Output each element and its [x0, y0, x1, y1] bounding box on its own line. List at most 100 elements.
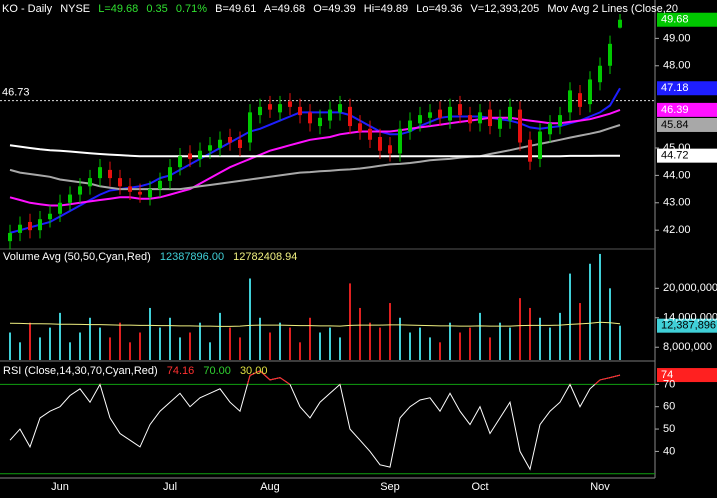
- candle-body: [588, 79, 592, 105]
- high: Hi=49.89: [364, 3, 408, 15]
- volume-bar: [119, 322, 121, 360]
- candle-body: [308, 112, 312, 124]
- header: KO - Daily NYSE L=49.68 0.35 0.71% B=49.…: [2, 3, 678, 15]
- candle-body: [118, 178, 122, 187]
- candle-body: [408, 120, 412, 132]
- candle-body: [128, 186, 132, 192]
- candle-body: [208, 145, 212, 151]
- candle-body: [88, 178, 92, 187]
- volume-bar: [49, 327, 51, 360]
- volume-bar: [329, 327, 331, 360]
- value-box-label: 47.18: [661, 82, 689, 94]
- candle-body: [418, 115, 422, 124]
- candle-body: [558, 115, 562, 127]
- candle-body: [48, 213, 52, 220]
- rsi-title: RSI (Close,14,30,70,Cyan,Red): [3, 365, 158, 377]
- volume-legend: Volume Avg (50,50,Cyan,Red) 12387896.00 …: [3, 251, 297, 263]
- value-box: [657, 368, 717, 383]
- volume-bar: [469, 327, 471, 360]
- rsi-line: [9, 370, 621, 471]
- candle-body: [278, 104, 282, 113]
- volume-bar: [379, 327, 381, 360]
- volume-bar: [99, 327, 101, 360]
- volume-bar: [79, 332, 81, 360]
- y-tick-label: 43.00: [663, 197, 691, 209]
- value-box: [657, 117, 717, 132]
- x-tick-label: Sep: [380, 481, 400, 493]
- candle-body: [538, 131, 542, 159]
- candle-body: [58, 202, 62, 214]
- volume-bar: [599, 253, 601, 360]
- candle-body: [358, 123, 362, 132]
- volume-bar: [289, 327, 291, 360]
- volume-bar: [449, 322, 451, 360]
- candle-body: [108, 169, 112, 179]
- candle-body: [378, 137, 382, 151]
- reference-label: 46.73: [2, 86, 30, 98]
- volume-bar: [189, 332, 191, 360]
- volume-bar: [279, 322, 281, 360]
- x-tick-label: Aug: [260, 481, 280, 493]
- volume-bar: [179, 337, 181, 360]
- candle-body: [398, 128, 402, 154]
- rsi-upper: 70.00: [203, 365, 231, 377]
- volume-bar: [569, 273, 571, 360]
- volume-bar: [319, 332, 321, 360]
- volume-bar: [139, 332, 141, 360]
- volume-bar: [439, 342, 441, 360]
- volume-bar: [149, 307, 151, 360]
- volume-bar: [429, 337, 431, 360]
- candle-body: [218, 139, 222, 148]
- candle-body: [198, 150, 202, 159]
- volume-value: 12387896.00: [160, 251, 224, 263]
- candle-body: [178, 156, 182, 168]
- volume-bar: [459, 332, 461, 360]
- candle-body: [508, 106, 512, 121]
- volume-bar: [419, 327, 421, 360]
- volume-bar: [89, 317, 91, 360]
- volume-title: Volume Avg (50,50,Cyan,Red): [3, 251, 151, 263]
- candle-body: [68, 194, 72, 203]
- x-tick-label: Jun: [51, 481, 69, 493]
- bid: B=49.61: [215, 3, 256, 15]
- candle-body: [548, 123, 552, 135]
- x-tick-label: Jul: [163, 481, 177, 493]
- candle-body: [448, 106, 452, 121]
- volume-bar: [589, 263, 591, 360]
- candle-body: [298, 106, 302, 116]
- candle-body: [528, 139, 532, 162]
- candle-body: [268, 104, 272, 110]
- volume-bar: [219, 312, 221, 360]
- candle-body: [348, 106, 352, 127]
- y-tick-label: 48.00: [663, 60, 691, 72]
- value-box: [657, 12, 717, 27]
- candle-body: [248, 112, 252, 143]
- volume-bar: [69, 342, 71, 360]
- volume-bar: [479, 312, 481, 360]
- open: O=49.39: [313, 3, 356, 15]
- value-box: [657, 148, 717, 163]
- candle-body: [28, 221, 32, 231]
- volume-bar: [169, 317, 171, 360]
- candle-body: [18, 224, 22, 233]
- value-box-label: 74: [661, 369, 673, 381]
- volume-bar: [339, 337, 341, 360]
- value-box: [657, 81, 717, 96]
- candle-body: [458, 104, 462, 116]
- candle-body: [428, 112, 432, 118]
- candle-body: [578, 93, 582, 107]
- candle-body: [338, 104, 342, 113]
- volume-bar: [299, 342, 301, 360]
- rsi-lower: 30.00: [240, 365, 268, 377]
- candle-body: [488, 109, 492, 127]
- y-tick-label: 45.00: [663, 142, 691, 154]
- volume-bar: [609, 288, 611, 360]
- candle-body: [148, 189, 152, 198]
- moving-average: [9, 124, 621, 191]
- volume-bar: [29, 322, 31, 360]
- symbol: KO - Daily: [2, 3, 53, 15]
- rsi-legend: RSI (Close,14,30,70,Cyan,Red) 74.16 70.0…: [3, 365, 267, 377]
